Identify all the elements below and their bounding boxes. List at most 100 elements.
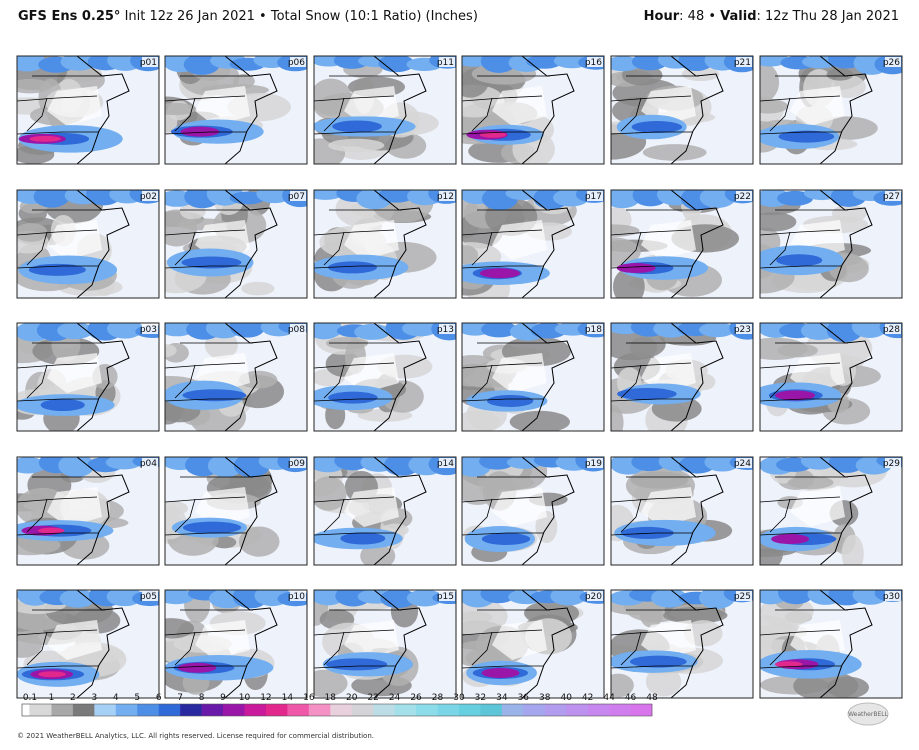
panel-frame [164, 55, 308, 165]
border [314, 629, 395, 636]
coastline [819, 190, 873, 298]
colorbar-segment [265, 704, 288, 716]
panel-label: p08 [288, 325, 305, 335]
panel-label: p05 [140, 592, 157, 602]
snow-north [550, 590, 587, 606]
border [462, 398, 544, 402]
snow-north [778, 590, 815, 605]
panel-label: p30 [883, 592, 900, 602]
coastline [224, 590, 278, 698]
border [314, 229, 395, 236]
border [323, 498, 345, 533]
colorbar-segment [458, 704, 481, 716]
border [323, 364, 345, 399]
snow-north [58, 457, 95, 478]
colorbar-label: 22 [367, 693, 378, 703]
border [620, 631, 642, 666]
border [620, 231, 642, 266]
border [26, 97, 48, 132]
colorbar-label: 1 [49, 693, 55, 703]
border [165, 398, 247, 402]
border [760, 629, 841, 636]
map-panel [760, 190, 902, 298]
colorbar-segment [30, 704, 52, 716]
land-clear [344, 86, 399, 126]
colorbar-segment [223, 704, 245, 716]
snow-north [60, 56, 97, 71]
coastline [373, 190, 427, 298]
snow-grey [611, 405, 624, 431]
panel-frame [759, 456, 903, 566]
snow-north [378, 190, 415, 203]
border [314, 496, 395, 503]
border [165, 265, 247, 269]
snow-grey [238, 526, 280, 557]
panel-frame [610, 189, 754, 299]
panel-frame [610, 589, 754, 699]
border [165, 629, 246, 636]
panel-label: p04 [140, 459, 157, 469]
label-box [587, 591, 603, 601]
coastline [670, 323, 724, 431]
land-clear [641, 620, 696, 660]
colorbar-segment [523, 704, 546, 716]
border [314, 131, 396, 135]
border [760, 362, 841, 369]
snow-north [480, 56, 517, 73]
label-box [885, 191, 901, 201]
snow-south [776, 254, 823, 267]
land-clear [344, 620, 399, 660]
snow-grey [328, 138, 385, 153]
valid-label: Valid [720, 9, 757, 24]
border [760, 532, 842, 536]
coastline [224, 56, 278, 164]
panel-frame [164, 322, 308, 432]
map-panel [462, 190, 604, 298]
border [769, 231, 791, 266]
land-clear [641, 487, 696, 527]
colorbar-label: 46 [625, 693, 637, 703]
colorbar-segment [137, 704, 159, 716]
header-right: Hour: 48 • Valid: 12z Thu 28 Jan 2021 [644, 9, 899, 24]
land-clear [641, 353, 696, 393]
map-panel [314, 457, 456, 565]
panel-label: p16 [585, 58, 602, 68]
border [174, 364, 196, 399]
panel-frame [313, 189, 457, 299]
border [611, 229, 692, 236]
border [471, 97, 493, 132]
snow-south [340, 532, 386, 545]
logo-mark [847, 702, 889, 726]
colorbar-segment [308, 704, 331, 716]
logo: WeatherBELL [848, 711, 889, 718]
snow-south [182, 521, 242, 534]
colorbar-label: 38 [539, 693, 551, 703]
label-box [587, 324, 603, 334]
hour-label: Hour [643, 9, 680, 24]
snow-grey [17, 78, 52, 94]
panel-label: p17 [585, 192, 602, 202]
panel-frame [759, 322, 903, 432]
panel-label: p19 [585, 459, 602, 469]
panel-frame [461, 189, 605, 299]
border [462, 532, 544, 536]
colorbar-label: 26 [410, 693, 422, 703]
panel-label: p22 [734, 192, 751, 202]
map-grid: p01 p06 p11 p16 p21 p26 p02 p07 p12 p17 p22 p27 p03 p… [16, 55, 903, 726]
map-panel [314, 190, 456, 298]
map-panel [165, 323, 307, 431]
land-clear [641, 220, 696, 260]
border [760, 229, 841, 236]
label-box [439, 458, 455, 468]
colorbar-segment [244, 704, 267, 716]
border [611, 362, 692, 369]
coastline [76, 457, 130, 565]
snow-south [487, 394, 534, 407]
panel-label: p02 [140, 192, 157, 202]
snow-north [354, 323, 391, 340]
panel-label: p03 [140, 325, 157, 335]
border [611, 95, 692, 102]
label-box [142, 458, 158, 468]
panel-frame [313, 322, 457, 432]
snow-north [57, 323, 94, 340]
